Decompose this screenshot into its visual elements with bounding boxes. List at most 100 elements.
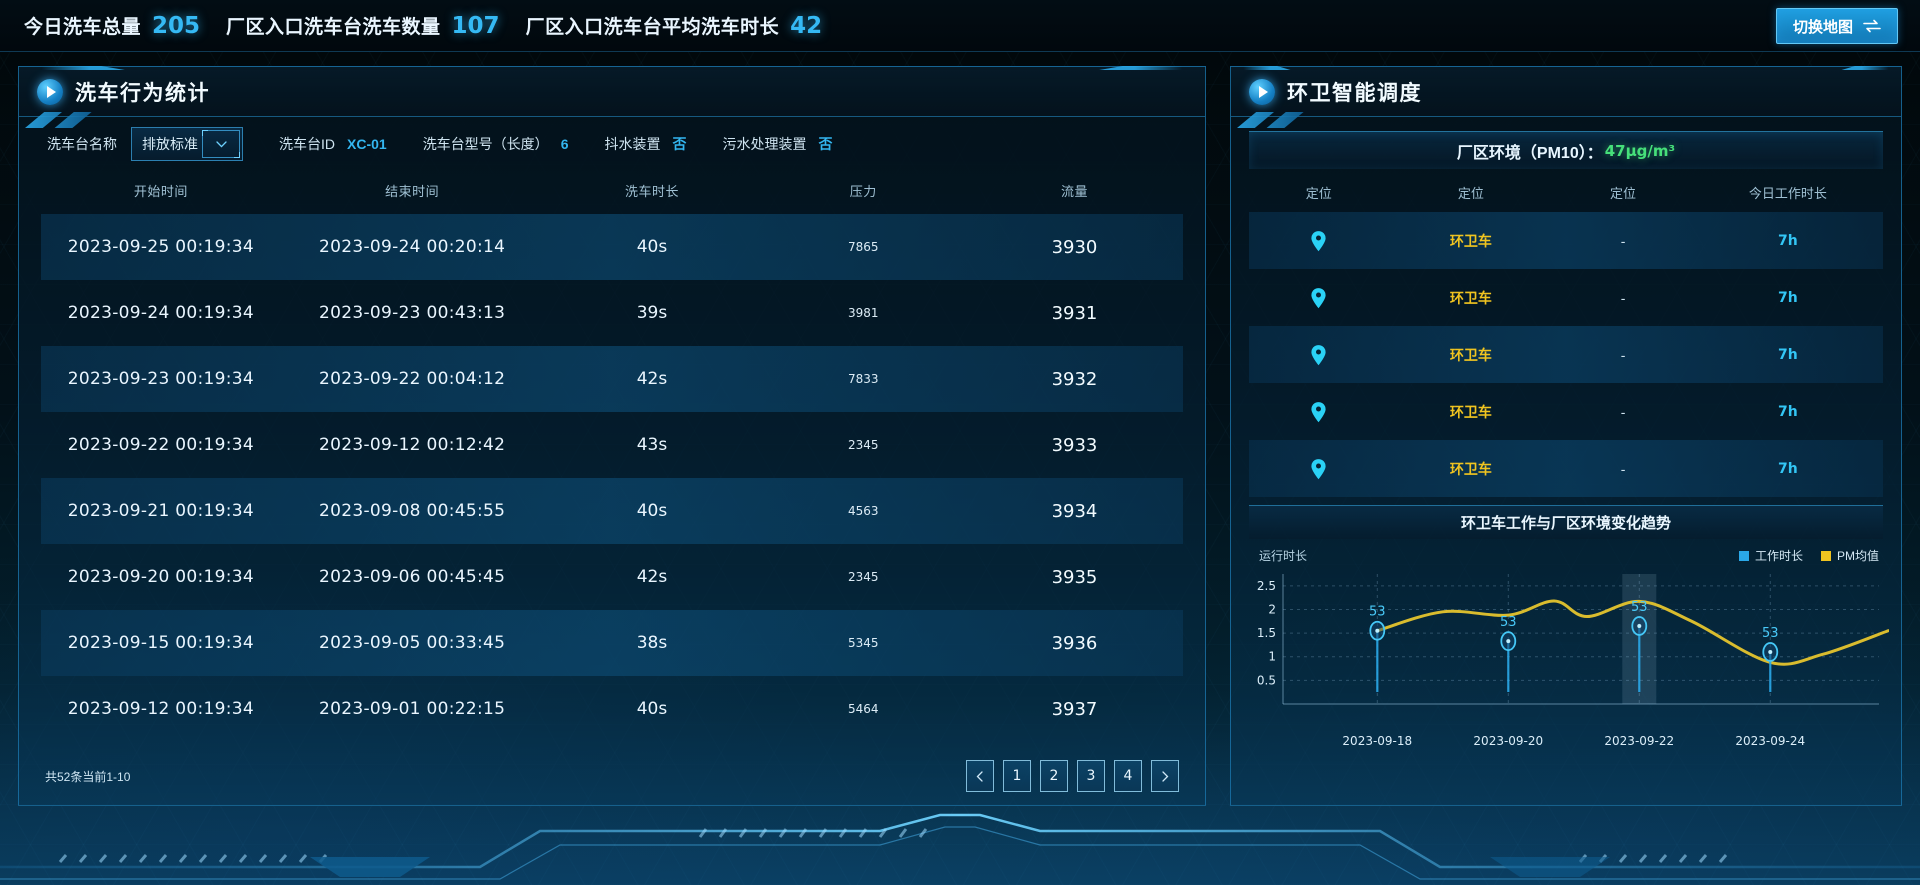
kpi-label: 厂区入口洗车台洗车数量 [226,17,441,38]
swap-icon [1863,19,1881,33]
cell-end-time: 2023-09-05 00:33:45 [319,633,506,653]
table-row[interactable]: 2023-09-22 00:19:34 2023-09-12 00:12:42 … [41,412,1183,478]
cell-duration: 40s [636,699,668,719]
cell-hours: 7h [1778,289,1798,306]
cell-flow: 3933 [1051,434,1098,456]
location-pin-icon [1311,401,1326,422]
col-end-time: 结束时间 [385,184,440,199]
cell-vehicle: 环卫车 [1449,403,1492,420]
cell-pin[interactable] [1249,440,1388,497]
cell-pin[interactable] [1249,383,1388,440]
table-row[interactable]: 环卫车 - 7h [1249,212,1883,269]
table-row[interactable]: 环卫车 - 7h [1249,440,1883,497]
switch-map-label: 切换地图 [1792,18,1853,36]
lollipop-value-label: 53 [1500,615,1517,630]
cell-pressure: 2345 [847,570,879,584]
switch-map-button[interactable]: 切换地图 [1775,8,1898,44]
legend-label: PM均值 [1836,549,1879,563]
deco-ticks [58,828,1728,863]
chart-x-tick-labels: 2023-09-18 2023-09-20 2023-09-22 2023-09-24 [1249,734,1887,754]
chart-y-tick: 1 [1268,650,1276,664]
pagination-info: 共52条当前1-10 [45,769,131,784]
kpi-value: 205 [152,13,201,39]
vehicle-dispatch-table: 定位 定位 定位 今日工作时长 环卫车 - 7h 环卫车 [1249,169,1883,497]
legend-item-work-hours[interactable]: 工作时长 [1738,547,1803,564]
cell-pressure: 5464 [847,702,879,716]
table-row[interactable]: 2023-09-15 00:19:34 2023-09-05 00:33:45 … [41,610,1183,676]
legend-item-pm-average[interactable]: PM均值 [1820,547,1879,564]
trend-chart[interactable]: 0.5 1 1.5 2 2.5 53 53 53 53 2023-09-18 2023-09-2… [1249,566,1889,748]
lollipop-dot [1375,628,1380,633]
col-pressure: 压力 [849,184,877,199]
play-circle-icon [1249,78,1275,105]
cell-vehicle: 环卫车 [1449,232,1492,249]
cell-start-time: 2023-09-25 00:19:34 [67,237,255,257]
chart-y-tick-labels: 0.5 1 1.5 2 2.5 [1257,579,1276,688]
table-row[interactable]: 环卫车 - 7h [1249,326,1883,383]
table-row[interactable]: 2023-09-21 00:19:34 2023-09-08 00:45:55 … [41,478,1183,544]
top-bar: 今日洗车总量 205 厂区入口洗车台洗车数量 107 厂区入口洗车台平均洗车时长… [0,0,1920,52]
cell-duration: 40s [636,237,668,257]
table-header-row: 开始时间 结束时间 洗车时长 压力 流量 [41,171,1183,214]
cell-start-time: 2023-09-24 00:19:34 [67,303,255,323]
chevron-down-icon [215,140,227,148]
pm-average-line [1375,599,1889,666]
cell-pressure: 2345 [847,438,879,452]
select-toggle[interactable] [202,130,240,158]
legend-label: 工作时长 [1754,549,1803,563]
table-row[interactable]: 2023-09-24 00:19:34 2023-09-23 00:43:13 … [41,280,1183,346]
pagination-page-3[interactable]: 3 [1077,760,1105,792]
deco-shape-right [1490,857,1610,877]
pagination-page-2[interactable]: 2 [1040,760,1068,792]
emission-standard-select[interactable]: 排放标准 [131,127,243,161]
header-corner-decoration [1237,112,1304,128]
col-location-2: 定位 [1457,186,1484,201]
cell-pressure: 7865 [847,240,879,254]
table-row[interactable]: 环卫车 - 7h [1249,383,1883,440]
cell-pin[interactable] [1249,269,1388,326]
kpi-group: 今日洗车总量 205 厂区入口洗车台洗车数量 107 厂区入口洗车台平均洗车时长… [0,12,848,39]
lollipop-value-label: 53 [1762,626,1779,641]
pagination-next-button[interactable] [1151,760,1179,792]
table-row[interactable]: 环卫车 - 7h [1249,269,1883,326]
kpi-value: 42 [790,13,823,39]
deco-outline-2 [0,826,1920,880]
cell-duration: 42s [636,369,668,389]
kpi-label: 今日洗车总量 [24,17,142,38]
pagination-page-4[interactable]: 4 [1114,760,1142,792]
chart-y-axis-label: 运行时长 [1259,549,1308,563]
location-pin-icon [1311,344,1326,365]
table-row[interactable]: 2023-09-12 00:19:34 2023-09-01 00:22:15 … [41,676,1183,742]
table-row[interactable]: 2023-09-20 00:19:34 2023-09-06 00:45:45 … [41,544,1183,610]
cell-duration: 42s [636,567,668,587]
cell-hours: 7h [1778,232,1798,249]
cell-pin[interactable] [1249,212,1388,269]
pagination-prev-button[interactable] [966,760,994,792]
kpi-label: 厂区入口洗车台平均洗车时长 [525,17,780,38]
cell-pin[interactable] [1249,326,1388,383]
vehicle-table-body: 环卫车 - 7h 环卫车 - 7h 环卫车 - 7h [1249,212,1883,497]
cell-vehicle: 环卫车 [1449,460,1492,477]
shake-device-label: 抖水装置 [604,136,661,152]
wash-behavior-panel: 洗车行为统计 洗车台名称 排放标准 洗车台ID XC-01 洗车台型号（长度） … [18,66,1206,806]
cell-status: - [1620,460,1626,477]
kpi-entrance-avg-duration: 厂区入口洗车台平均洗车时长 42 [526,12,823,39]
table-row[interactable]: 2023-09-25 00:19:34 2023-09-24 00:20:14 … [41,214,1183,280]
location-pin-icon [1311,230,1326,251]
pagination-page-1[interactable]: 1 [1003,760,1031,792]
cell-end-time: 2023-09-06 00:45:45 [319,567,506,587]
emission-standard-value: 排放标准 [142,136,198,152]
wash-behavior-title: 洗车行为统计 [75,81,210,105]
cell-flow: 3936 [1051,632,1098,654]
col-duration: 洗车时长 [624,184,679,199]
cell-end-time: 2023-09-24 00:20:14 [319,237,506,257]
table-row[interactable]: 2023-09-23 00:19:34 2023-09-22 00:04:12 … [41,346,1183,412]
cell-status: - [1620,346,1626,363]
cell-flow: 3937 [1051,698,1098,720]
cell-status: - [1620,403,1626,420]
cell-vehicle: 环卫车 [1449,289,1492,306]
cell-end-time: 2023-09-12 00:12:42 [319,435,506,455]
chart-y-tick: 2 [1268,602,1276,616]
environment-value: 47μg/m³ [1604,141,1676,160]
